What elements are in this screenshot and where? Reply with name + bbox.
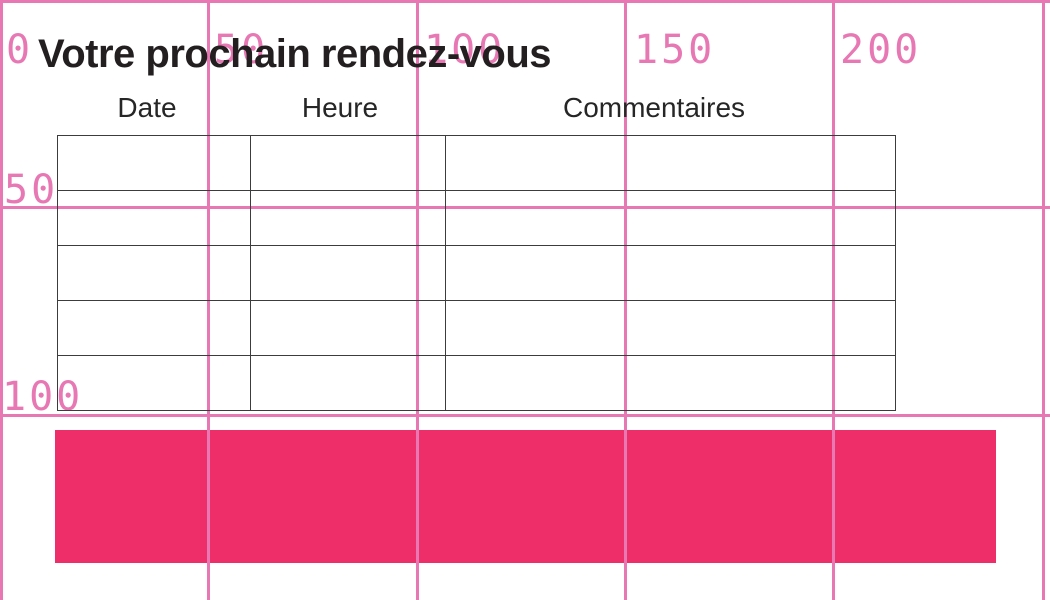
table-cell [57,300,251,356]
column-header-heure: Heure [301,92,379,123]
table-row [57,300,896,356]
table-row [57,190,896,246]
table-row [57,135,896,191]
table-cell [445,300,896,356]
table-cell [57,245,251,301]
table-cell [57,190,251,246]
appointments-table [57,135,896,411]
table-row [57,245,896,301]
column-header-date: Date [117,92,177,123]
table-cell [57,355,251,411]
table-cell [445,135,896,191]
page-title: Votre prochain rendez-vous [38,32,552,76]
table-cell [250,300,446,356]
table-cell [250,355,446,411]
table-cell [57,135,251,191]
table-cell [445,355,896,411]
table-cell [250,190,446,246]
highlight-bar [55,430,996,563]
table-cell [445,190,896,246]
table-cell [250,135,446,191]
appointments-table-body [57,135,896,411]
table-cell [250,245,446,301]
table-row [57,355,896,411]
table-cell [445,245,896,301]
column-header-commentaires: Commentaires [562,92,746,123]
